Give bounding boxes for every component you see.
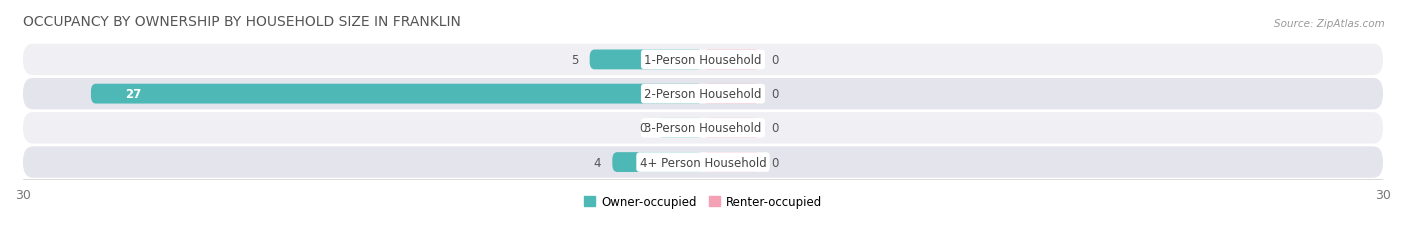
Legend: Owner-occupied, Renter-occupied: Owner-occupied, Renter-occupied bbox=[583, 195, 823, 208]
Text: 4: 4 bbox=[593, 156, 600, 169]
FancyBboxPatch shape bbox=[22, 79, 1384, 110]
Text: 0: 0 bbox=[770, 122, 779, 135]
FancyBboxPatch shape bbox=[22, 147, 1384, 178]
Text: 0: 0 bbox=[638, 122, 647, 135]
FancyBboxPatch shape bbox=[703, 84, 759, 104]
FancyBboxPatch shape bbox=[703, 119, 759, 138]
Text: 4+ Person Household: 4+ Person Household bbox=[640, 156, 766, 169]
FancyBboxPatch shape bbox=[703, 50, 759, 70]
Text: OCCUPANCY BY OWNERSHIP BY HOUSEHOLD SIZE IN FRANKLIN: OCCUPANCY BY OWNERSHIP BY HOUSEHOLD SIZE… bbox=[22, 15, 461, 29]
Text: 27: 27 bbox=[125, 88, 141, 101]
Text: 0: 0 bbox=[770, 54, 779, 67]
Text: 0: 0 bbox=[770, 156, 779, 169]
FancyBboxPatch shape bbox=[91, 84, 703, 104]
Text: 1-Person Household: 1-Person Household bbox=[644, 54, 762, 67]
FancyBboxPatch shape bbox=[22, 45, 1384, 76]
Text: Source: ZipAtlas.com: Source: ZipAtlas.com bbox=[1274, 18, 1385, 28]
Text: 0: 0 bbox=[770, 88, 779, 101]
Text: 5: 5 bbox=[571, 54, 578, 67]
FancyBboxPatch shape bbox=[613, 152, 703, 172]
Text: 3-Person Household: 3-Person Household bbox=[644, 122, 762, 135]
FancyBboxPatch shape bbox=[658, 119, 703, 138]
Text: 2-Person Household: 2-Person Household bbox=[644, 88, 762, 101]
FancyBboxPatch shape bbox=[589, 50, 703, 70]
FancyBboxPatch shape bbox=[22, 113, 1384, 144]
FancyBboxPatch shape bbox=[703, 152, 759, 172]
